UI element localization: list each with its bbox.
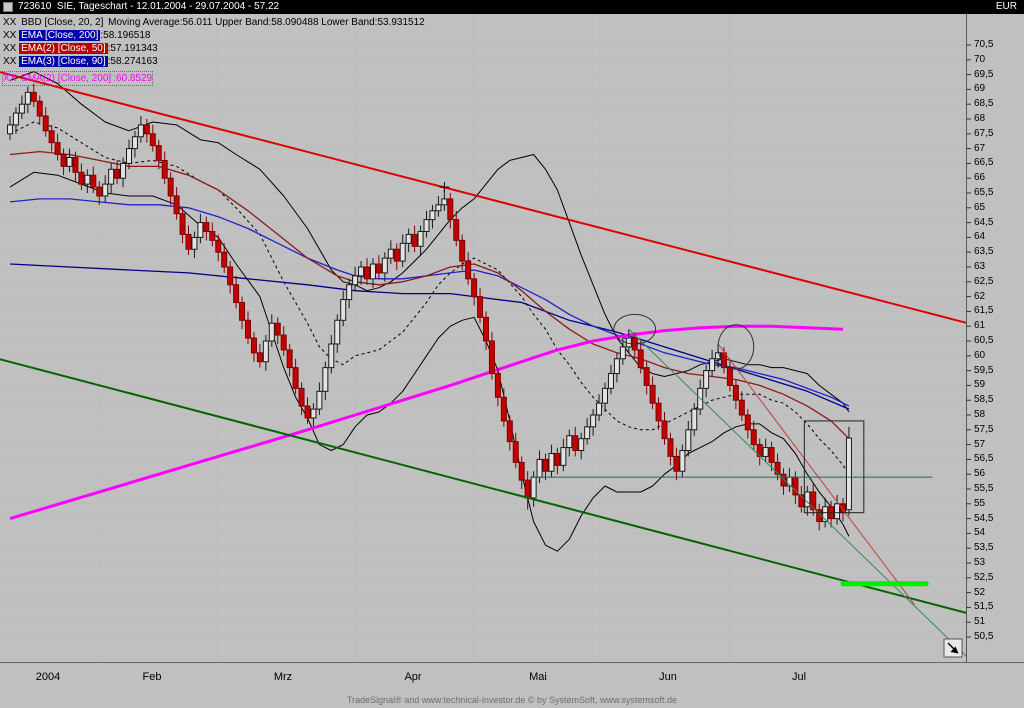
time-axis[interactable]: 2004 Feb Mrz Apr Mai Jun Jul — [0, 662, 966, 690]
legend-prefix: XX — [3, 30, 17, 41]
y-axis-label: 60 — [974, 349, 986, 361]
y-axis-label: 55 — [974, 497, 986, 509]
legend-value: Moving Average:56.011 Upper Band:58.0904… — [105, 17, 425, 28]
chart-layers — [0, 14, 968, 662]
x-axis-label: Mrz — [273, 671, 293, 683]
y-axis-label: 69,5 — [974, 68, 994, 80]
x-axis-label: 2004 — [35, 671, 61, 683]
y-axis-label: 62 — [974, 290, 986, 302]
legend-prefix: XX — [3, 73, 17, 84]
trendline-major-down[interactable] — [0, 71, 968, 324]
y-axis-label: 52 — [974, 586, 986, 598]
legend-value: :58.274163 — [107, 56, 158, 67]
y-axis-label: 62,5 — [974, 275, 994, 287]
y-axis-label: 66 — [974, 172, 986, 184]
y-axis-label: 61,5 — [974, 305, 994, 317]
legend-name: SMA(2) [Close, 200] — [21, 73, 112, 84]
y-axis-label: 66,5 — [974, 157, 994, 169]
legend-value: :60.8529 — [113, 73, 153, 84]
y-axis-label: 65 — [974, 201, 986, 213]
trendline-short-down-red[interactable] — [717, 343, 915, 605]
resize-arrow-icon[interactable] — [943, 638, 963, 658]
window-titlebar: 723610 SIE, Tageschart - 12.01.2004 - 29… — [0, 0, 1024, 14]
legend-name: BBD [Close, 20, 2] — [21, 17, 104, 28]
candlestick-series[interactable] — [7, 83, 852, 531]
x-axis-label: Mai — [529, 671, 547, 683]
annotation-ellipse[interactable] — [613, 313, 657, 345]
currency-label: EUR — [995, 1, 1017, 12]
x-axis-label: Feb — [142, 671, 162, 683]
bollinger-upper-band[interactable] — [9, 71, 850, 413]
y-axis-label: 60,5 — [974, 335, 994, 346]
y-axis-label: 63 — [974, 261, 986, 272]
y-axis-label: 57 — [974, 438, 986, 450]
y-axis-label: 61 — [974, 320, 986, 332]
y-axis-label: 67 — [974, 142, 986, 154]
y-axis-label: 55,5 — [974, 483, 994, 494]
legend-prefix: XX — [3, 43, 17, 54]
legend-prefix: XX — [3, 56, 17, 67]
price-axis[interactable]: 50,5 51 51,5 52 52,5 53 53,5 54 54,5 55 55,5 56 56,5… — [966, 0, 1024, 708]
ema200-line[interactable] — [9, 263, 850, 410]
y-axis-label: 57,5 — [974, 423, 994, 435]
legend-name: EMA(3) [Close, 90] — [19, 56, 108, 67]
trendline-major-support[interactable] — [0, 358, 968, 614]
legend-line-ema90[interactable]: XX EMA(3) [Close, 90]:58.274163 — [3, 55, 425, 68]
y-axis-label: 58 — [974, 409, 986, 420]
y-axis-label: 51,5 — [974, 601, 994, 613]
y-axis-label: 65,5 — [974, 187, 994, 198]
legend-name: EMA [Close, 200] — [19, 30, 101, 41]
y-axis-label: 70 — [974, 53, 986, 65]
y-axis-label: 56 — [974, 468, 986, 480]
annotation-ellipse[interactable] — [717, 324, 755, 370]
y-axis-label: 68,5 — [974, 98, 994, 110]
crosshair-marker[interactable] — [439, 182, 450, 193]
x-axis-label: Jun — [659, 671, 677, 683]
y-axis-label: 63,5 — [974, 246, 994, 258]
y-axis-label: 69 — [974, 83, 986, 95]
indicator-legend: XX BBD [Close, 20, 2] Moving Average:56.… — [1, 16, 425, 86]
credits-text: TradeSignal® and www.technical-investor.… — [346, 695, 678, 705]
y-axis-label: 58,5 — [974, 394, 994, 406]
y-axis-label: 59 — [974, 379, 986, 391]
trendline-short-down-green[interactable] — [628, 328, 968, 658]
bollinger-mid-band[interactable] — [9, 121, 850, 475]
legend-value: :58.196518 — [100, 30, 151, 41]
y-axis-label: 54 — [974, 527, 986, 539]
y-axis-label: 54,5 — [974, 512, 994, 524]
legend-line-ema200[interactable]: XX EMA [Close, 200]:58.196518 — [3, 29, 425, 42]
legend-line-ema50[interactable]: XX EMA(2) [Close, 50]:57.191343 — [3, 42, 425, 55]
legend-prefix: XX — [3, 17, 17, 28]
y-axis-label: 64,5 — [974, 216, 994, 228]
annotation-rectangle[interactable] — [803, 420, 865, 514]
y-axis-label: 53 — [974, 557, 986, 568]
y-axis-label: 70,5 — [974, 39, 994, 50]
y-axis-label: 56,5 — [974, 453, 994, 465]
window-menu-icon[interactable] — [3, 2, 13, 12]
legend-name: EMA(2) [Close, 50] — [19, 43, 108, 54]
y-axis-label: 59,5 — [974, 364, 994, 376]
legend-line-bbd[interactable]: XX BBD [Close, 20, 2] Moving Average:56.… — [3, 16, 425, 29]
window-title: 723610 SIE, Tageschart - 12.01.2004 - 29… — [18, 1, 280, 12]
y-axis-label: 68 — [974, 113, 986, 124]
x-axis-label: Jul — [791, 671, 807, 683]
y-axis-label: 51 — [974, 616, 986, 628]
y-axis-label: 50,5 — [974, 631, 994, 642]
y-axis-label: 52,5 — [974, 571, 994, 583]
legend-value: :57.191343 — [107, 43, 158, 54]
legend-line-sma200[interactable]: XX SMA(2) [Close, 200]:60.8529 — [1, 71, 154, 86]
y-axis-label: 67,5 — [974, 127, 994, 139]
y-axis-label: 64 — [974, 231, 986, 243]
x-axis-label: Apr — [404, 671, 422, 683]
y-axis-label: 53,5 — [974, 542, 994, 554]
